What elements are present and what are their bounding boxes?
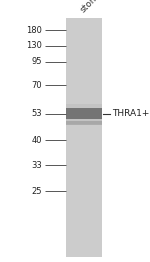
Bar xyxy=(66,108,102,119)
Bar xyxy=(66,104,102,124)
Text: THRA1+2: THRA1+2 xyxy=(112,110,150,118)
Text: 70: 70 xyxy=(31,81,42,90)
Text: 33: 33 xyxy=(31,161,42,170)
Text: 180: 180 xyxy=(26,26,42,35)
Text: 53: 53 xyxy=(31,110,42,118)
Bar xyxy=(66,18,102,257)
Text: 95: 95 xyxy=(32,57,42,66)
Text: stomach: stomach xyxy=(78,0,112,14)
Text: 40: 40 xyxy=(32,136,42,145)
Text: 25: 25 xyxy=(32,187,42,196)
Bar xyxy=(66,121,102,125)
Text: 130: 130 xyxy=(26,41,42,50)
